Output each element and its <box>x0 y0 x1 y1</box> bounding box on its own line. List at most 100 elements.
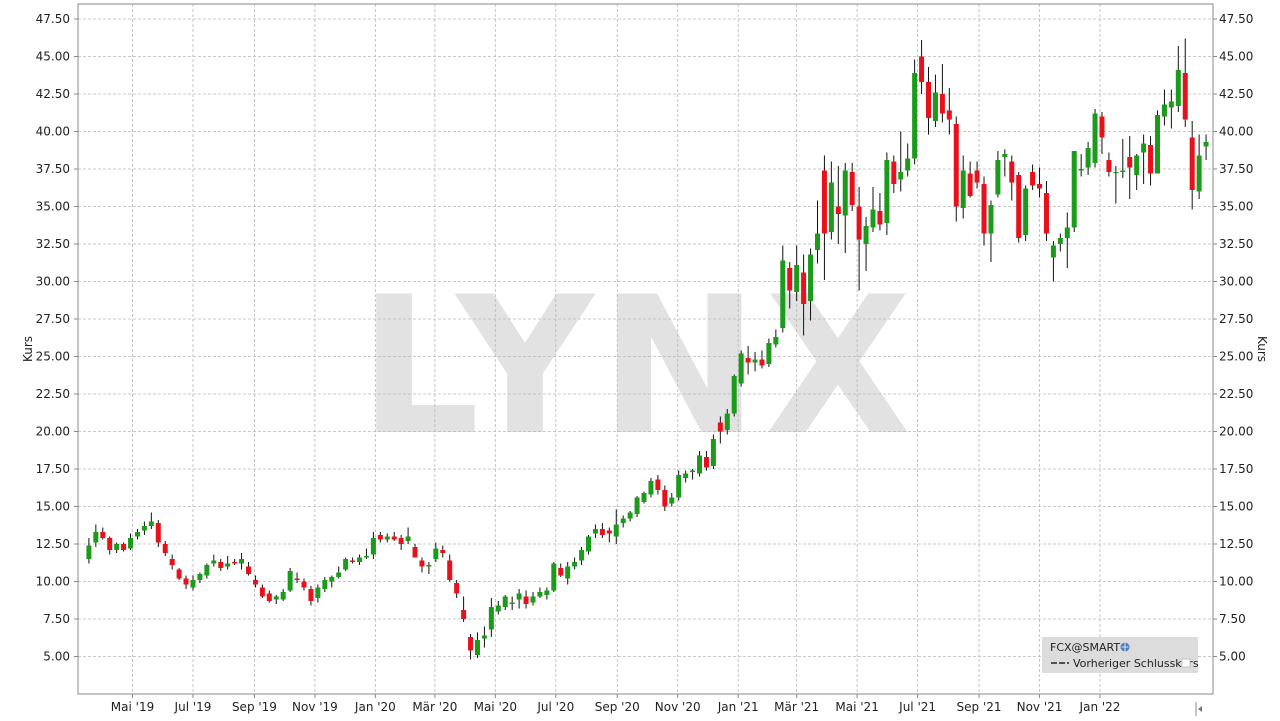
candle <box>252 575 258 588</box>
candle <box>676 470 682 501</box>
y-tick-label-right: 12.50 <box>1219 537 1253 551</box>
candle-body <box>1016 175 1022 238</box>
candle <box>266 590 272 603</box>
candle <box>1148 136 1154 186</box>
candle <box>211 554 217 567</box>
y-tick-label-left: 7.50 <box>43 612 70 626</box>
candle <box>898 131 904 192</box>
x-tick-label: Mai '21 <box>835 700 878 714</box>
candle <box>1023 185 1029 241</box>
candle <box>239 553 245 570</box>
candle-body <box>926 82 932 118</box>
candle-body <box>1009 161 1015 183</box>
candle <box>544 587 550 600</box>
x-tick-label: Jan '21 <box>717 700 759 714</box>
candle <box>669 493 675 507</box>
legend-checkbox[interactable] <box>1181 658 1191 668</box>
y-tick-label-left: 42.50 <box>36 87 70 101</box>
candle <box>821 155 827 280</box>
candle-body <box>1030 172 1036 186</box>
globe-icon[interactable] <box>1120 642 1130 652</box>
y-tick-label-right: 22.50 <box>1219 387 1253 401</box>
candle-body <box>1078 169 1084 171</box>
candle-body <box>891 161 897 184</box>
candle <box>405 527 411 544</box>
candle-body <box>565 566 571 579</box>
candle <box>1196 134 1202 199</box>
candle <box>690 469 696 480</box>
legend-symbol-label: FCX@SMART <box>1050 641 1120 654</box>
candle-body <box>572 562 578 567</box>
candle-body <box>939 94 945 114</box>
y-tick-label-right: 27.50 <box>1219 312 1253 326</box>
candle-body <box>1071 151 1077 228</box>
candle-body <box>516 593 522 600</box>
candle-body <box>128 538 134 549</box>
y-tick-label-right: 20.00 <box>1219 425 1253 439</box>
candle <box>218 559 224 571</box>
candle-body <box>350 560 356 562</box>
candle-body <box>953 124 959 207</box>
candle <box>502 595 508 610</box>
candle-body <box>419 560 425 567</box>
y-tick-label-right: 5.00 <box>1219 650 1246 664</box>
candle-body <box>169 559 175 565</box>
candle <box>336 566 342 579</box>
candle <box>141 521 147 535</box>
candle-body <box>1023 188 1029 235</box>
expand-icon[interactable] <box>1195 702 1202 716</box>
candle-body <box>426 565 432 567</box>
candle-body <box>655 479 661 490</box>
x-tick-label: Jan '20 <box>354 700 396 714</box>
y-tick-label-right: 15.00 <box>1219 500 1253 514</box>
candle <box>1050 241 1056 282</box>
candle-body <box>1168 101 1174 108</box>
candle-body <box>114 544 120 550</box>
candle <box>599 523 605 538</box>
y-tick-label-right: 37.50 <box>1219 162 1253 176</box>
candle <box>259 584 265 598</box>
candle <box>551 562 557 592</box>
tick-labels-layer: 5.00 5.00 7.50 7.50 10.00 10.00 12.50 12.50 15.0… <box>36 12 1254 714</box>
candle <box>468 634 474 660</box>
candle <box>509 596 515 610</box>
candle-body <box>537 592 543 597</box>
candle <box>481 626 487 648</box>
candle <box>1113 166 1119 204</box>
candle-body <box>488 607 494 630</box>
candle-body <box>461 610 467 619</box>
candle <box>225 556 231 570</box>
candle-body <box>641 493 647 502</box>
candle-body <box>481 635 487 639</box>
candle-body <box>384 536 390 540</box>
candle-body <box>315 587 321 598</box>
candle-body <box>1113 172 1119 174</box>
candle-body <box>377 535 383 540</box>
candle <box>273 595 279 604</box>
candle-body <box>440 550 446 553</box>
candle <box>745 346 751 375</box>
candle-body <box>363 556 369 558</box>
candle <box>1154 110 1160 174</box>
candle <box>128 533 134 550</box>
candle <box>537 587 543 598</box>
candle-body <box>898 172 904 180</box>
x-tick-label: Mai '19 <box>111 700 154 714</box>
candle-body <box>121 544 127 550</box>
candle <box>572 557 578 570</box>
candle <box>134 529 140 540</box>
candle <box>655 475 661 495</box>
candle-body <box>523 596 529 604</box>
candle <box>738 350 744 387</box>
candle-body <box>676 475 682 498</box>
candle-body <box>454 583 460 594</box>
candle-body <box>1043 193 1049 234</box>
candle-body <box>884 160 890 223</box>
candle-body <box>176 569 182 579</box>
candle <box>1002 149 1008 177</box>
candle-body <box>239 559 245 564</box>
y-tick-label-right: 35.00 <box>1219 200 1253 214</box>
candle <box>683 470 689 483</box>
candle <box>391 532 397 541</box>
candle-body <box>766 343 772 364</box>
